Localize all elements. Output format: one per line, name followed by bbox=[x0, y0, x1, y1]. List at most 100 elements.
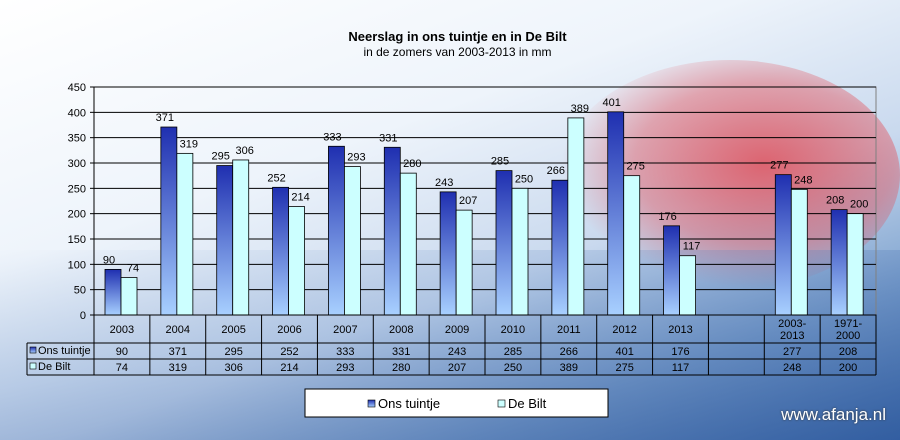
data-label: 275 bbox=[627, 161, 645, 173]
table-cell: 248 bbox=[783, 362, 801, 374]
data-label: 74 bbox=[127, 263, 139, 275]
table-cell: 176 bbox=[671, 346, 689, 358]
bar-de-bilt bbox=[399, 172, 417, 316]
table-cell: 200 bbox=[839, 362, 857, 374]
data-label: 371 bbox=[156, 112, 174, 124]
data-label: 319 bbox=[180, 138, 198, 150]
data-label: 250 bbox=[515, 173, 533, 185]
data-label: 207 bbox=[459, 195, 477, 207]
bar-de-bilt bbox=[455, 209, 473, 316]
table-cell: 371 bbox=[169, 346, 187, 358]
legend-label: De Bilt bbox=[508, 396, 547, 411]
table-cell: 277 bbox=[783, 346, 801, 358]
bar-de-bilt bbox=[120, 277, 138, 316]
table-row-label: De Bilt bbox=[38, 361, 70, 373]
bar-ons-tuintje bbox=[551, 179, 569, 316]
data-label: 280 bbox=[403, 158, 421, 170]
y-tick-label: 450 bbox=[68, 82, 86, 94]
table-cell: 208 bbox=[839, 346, 857, 358]
table-cell: 117 bbox=[672, 362, 690, 374]
data-label: 90 bbox=[103, 254, 115, 266]
bar-ons-tuintje bbox=[104, 268, 122, 316]
data-label: 293 bbox=[347, 152, 365, 164]
bar-de-bilt bbox=[288, 206, 305, 316]
bar-ons-tuintje bbox=[495, 170, 513, 316]
table-cell: 401 bbox=[615, 346, 633, 358]
table-cell: 306 bbox=[224, 362, 242, 374]
bar-ons-tuintje bbox=[328, 145, 345, 316]
table-cell: 280 bbox=[392, 362, 410, 374]
bar-de-bilt bbox=[623, 175, 641, 316]
y-tick-label: 350 bbox=[68, 133, 86, 145]
table-cell: 214 bbox=[280, 362, 298, 374]
bar-de-bilt bbox=[232, 159, 250, 316]
table-cell: 293 bbox=[336, 362, 354, 374]
table-cell: 275 bbox=[615, 362, 633, 374]
data-label: 252 bbox=[267, 172, 285, 184]
table-cell: 207 bbox=[448, 362, 466, 374]
bar-ons-tuintje bbox=[830, 209, 848, 316]
category-label: 2011 bbox=[557, 324, 581, 336]
data-label: 248 bbox=[794, 174, 812, 186]
y-tick-label: 50 bbox=[74, 285, 86, 297]
data-label: 266 bbox=[547, 165, 565, 177]
bar-de-bilt bbox=[511, 187, 529, 316]
y-tick-label: 200 bbox=[68, 209, 86, 221]
data-label: 277 bbox=[770, 160, 788, 172]
table-cell: 389 bbox=[560, 362, 578, 374]
table-cell: 74 bbox=[116, 362, 128, 374]
bar-ons-tuintje bbox=[774, 174, 792, 316]
category-label: 2003- bbox=[778, 318, 806, 330]
data-label: 285 bbox=[491, 156, 509, 168]
data-label: 333 bbox=[323, 131, 341, 143]
y-tick-label: 300 bbox=[68, 158, 86, 170]
chart-title: Neerslag in ons tuintje en in De Bilt bbox=[348, 29, 567, 44]
table-cell: 243 bbox=[448, 346, 466, 358]
legend-label: Ons tuintje bbox=[378, 396, 440, 411]
table-cell: 333 bbox=[336, 346, 354, 358]
table-cell: 295 bbox=[224, 346, 242, 358]
bar-de-bilt bbox=[344, 166, 361, 316]
data-label: 214 bbox=[291, 192, 309, 204]
bar-ons-tuintje bbox=[607, 111, 625, 316]
y-tick-label: 250 bbox=[68, 183, 86, 195]
table-cell: 285 bbox=[504, 346, 522, 358]
legend-swatch bbox=[367, 399, 376, 408]
category-label: 2004 bbox=[166, 324, 190, 336]
table-row-label: Ons tuintje bbox=[38, 345, 91, 357]
data-label: 401 bbox=[603, 97, 621, 109]
plot-area bbox=[93, 86, 877, 316]
category-label: 2008 bbox=[389, 324, 413, 336]
data-label: 295 bbox=[212, 151, 230, 163]
table-cell: 331 bbox=[392, 346, 410, 358]
data-label: 243 bbox=[435, 177, 453, 189]
legend-box bbox=[304, 388, 609, 418]
data-label: 306 bbox=[236, 145, 254, 157]
category-label: 1971- bbox=[834, 318, 862, 330]
bar-ons-tuintje bbox=[272, 186, 289, 316]
table-cell: 250 bbox=[504, 362, 522, 374]
bar-de-bilt bbox=[679, 255, 696, 316]
bar-ons-tuintje bbox=[439, 191, 457, 316]
category-label: 2013 bbox=[780, 330, 804, 342]
y-tick-label: 0 bbox=[80, 310, 86, 322]
data-label: 389 bbox=[571, 103, 589, 115]
y-tick-label: 400 bbox=[68, 107, 86, 119]
watermark: www.afanja.nl bbox=[781, 405, 886, 424]
data-label: 331 bbox=[379, 132, 397, 144]
category-label: 2009 bbox=[445, 324, 469, 336]
y-tick-label: 100 bbox=[68, 259, 86, 271]
bar-ons-tuintje bbox=[160, 126, 178, 316]
category-label: 2013 bbox=[668, 324, 692, 336]
table-cell: 319 bbox=[169, 362, 187, 374]
category-label: 2012 bbox=[612, 324, 636, 336]
data-label: 176 bbox=[658, 211, 676, 223]
legend-key-icon bbox=[29, 346, 37, 354]
legend-key-icon bbox=[29, 362, 37, 370]
legend-swatch bbox=[497, 399, 506, 408]
chart-subtitle: in de zomers van 2003-2013 in mm bbox=[363, 45, 552, 59]
bar-ons-tuintje bbox=[216, 165, 234, 316]
bar-de-bilt bbox=[790, 188, 808, 316]
category-label: 2005 bbox=[221, 324, 245, 336]
